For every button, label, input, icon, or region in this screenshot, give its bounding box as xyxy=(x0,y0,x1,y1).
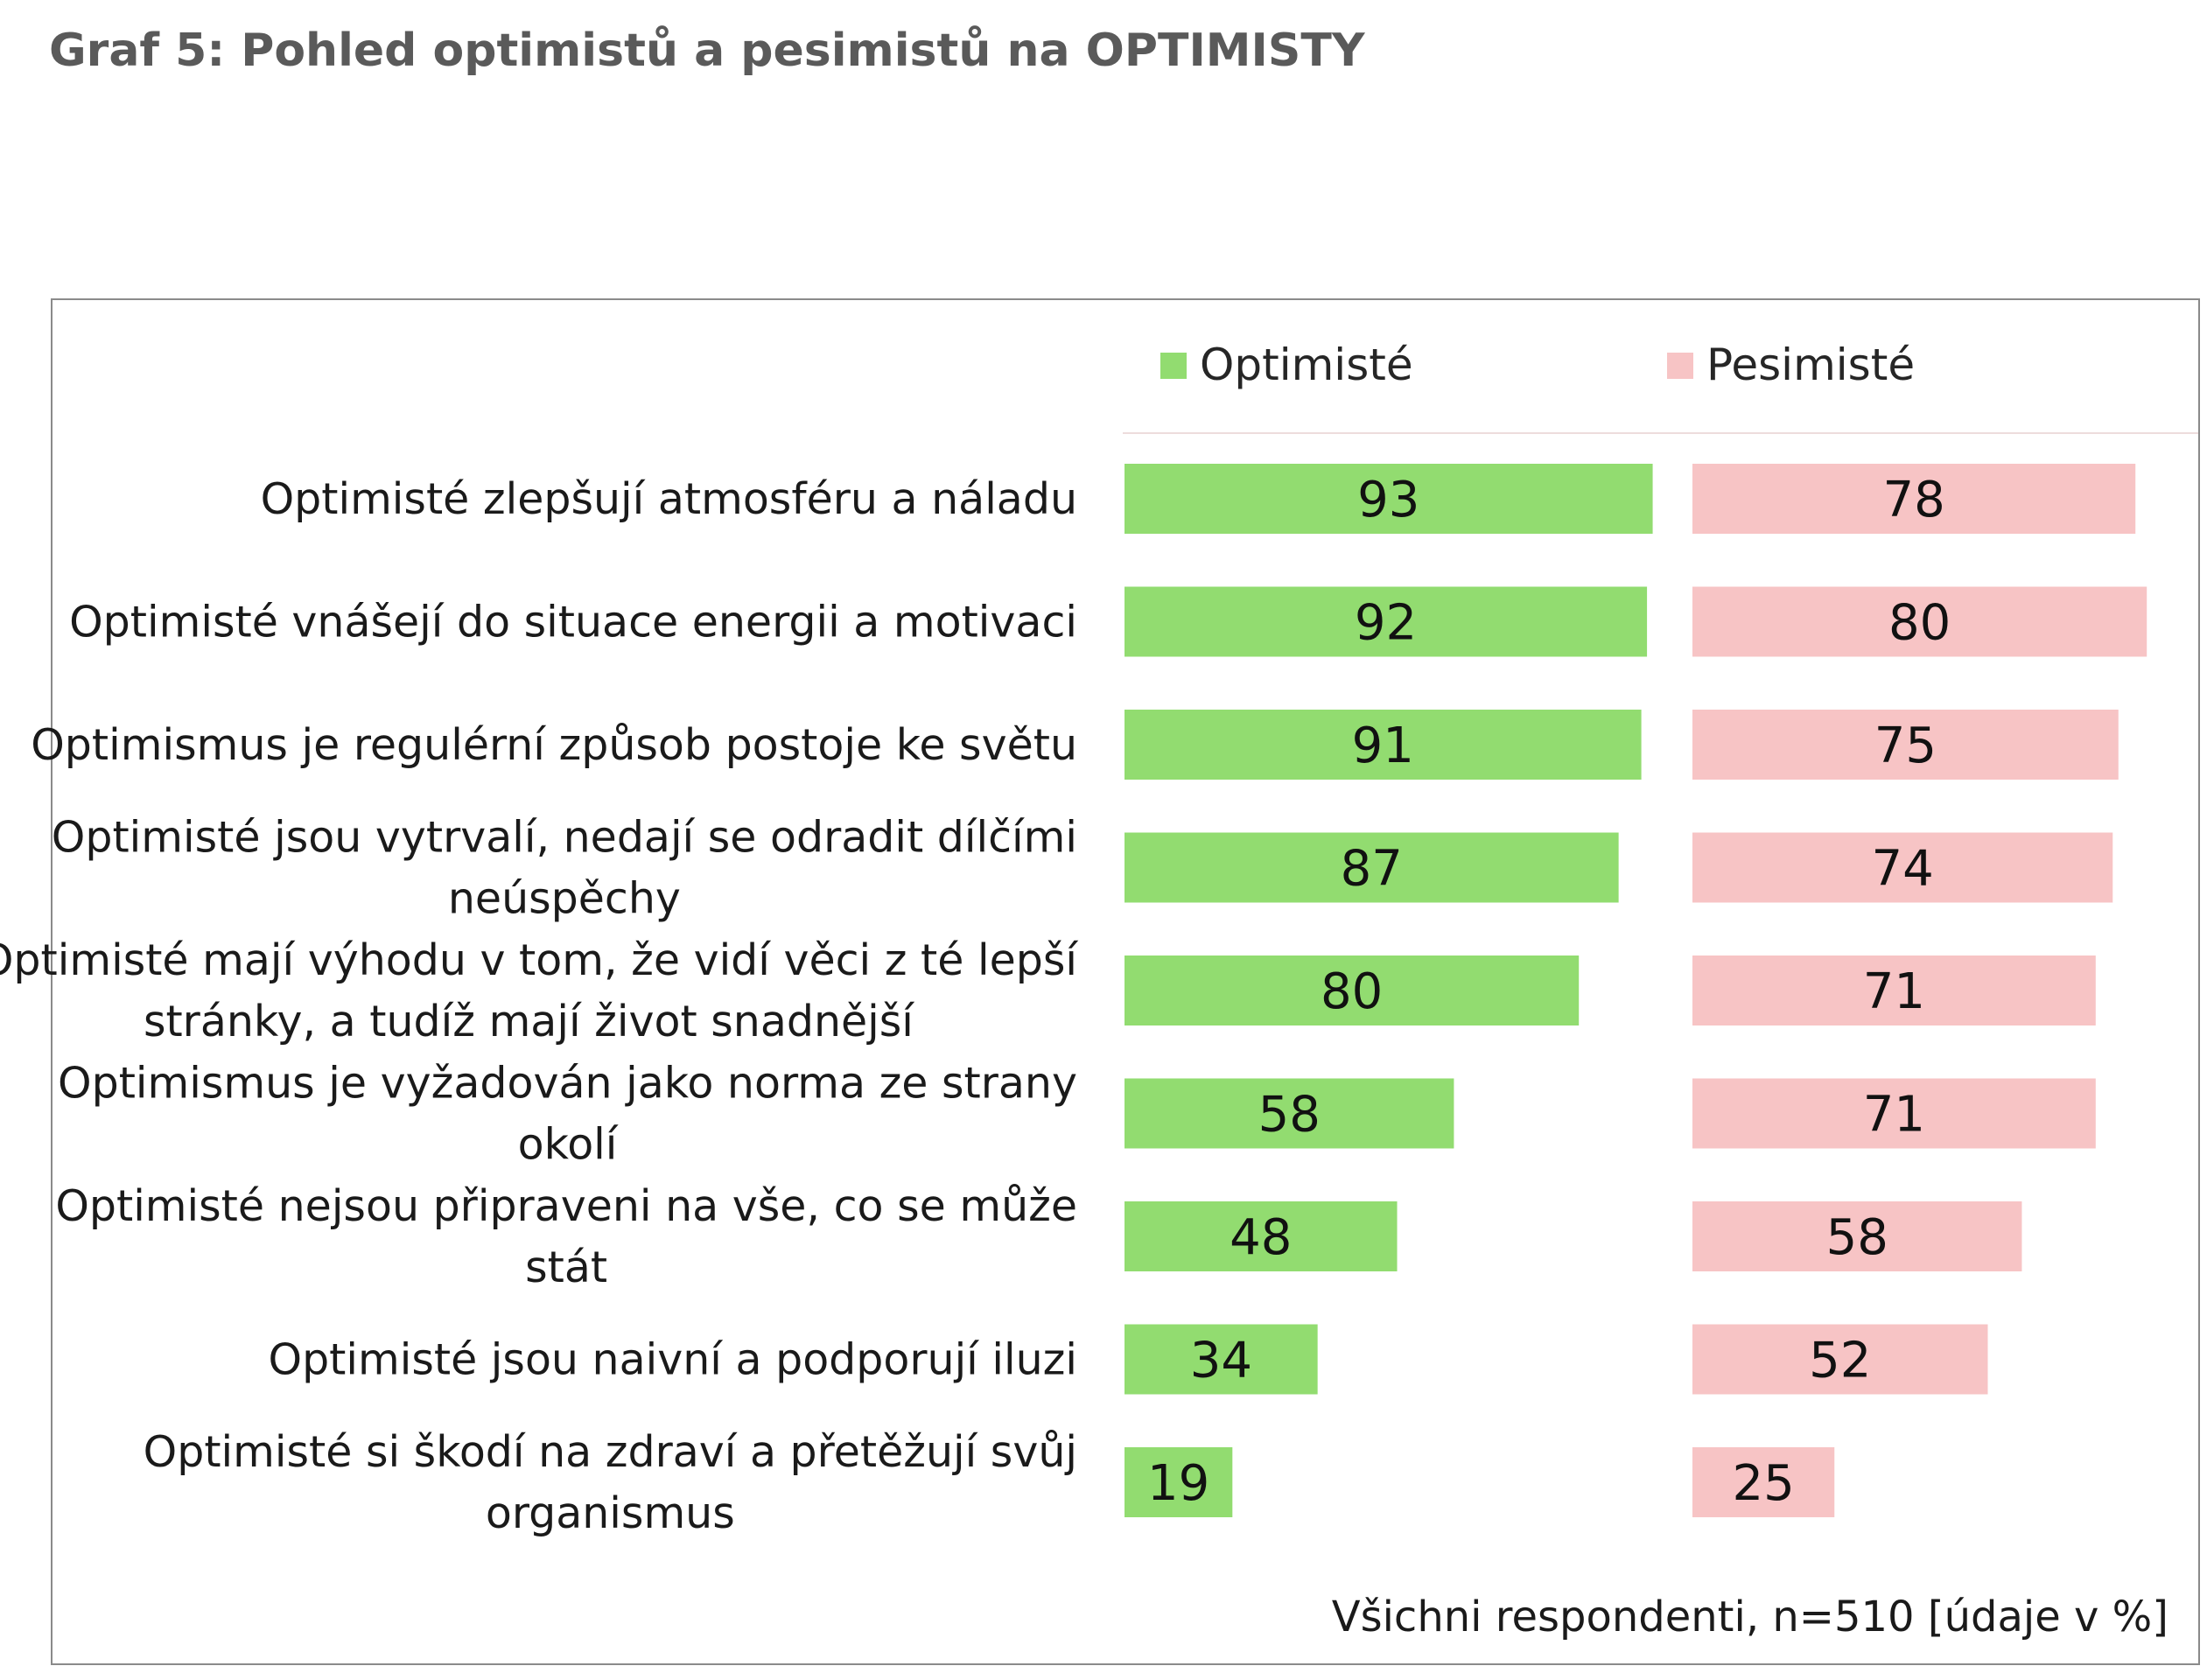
value-label-pessimists-2: 80 xyxy=(1888,595,1951,652)
category-label-line: Optimisté jsou naivní a podporují iluzi xyxy=(269,1335,1078,1385)
category-label-5: Optimisté mají výhodu v tom, že vidí věc… xyxy=(0,935,1078,1046)
legend-label-1: Optimisté xyxy=(1200,340,1413,390)
legend-swatch-1 xyxy=(1160,353,1187,379)
value-labels: 93 92 91 87 80 58 48 34 19 78 80 75 74 71 71 58 52 25 xyxy=(1147,472,1951,1512)
chart-note: Všichni respondenti, n=510 [údaje v %] xyxy=(1332,1592,2168,1642)
value-label-pessimists-7: 58 xyxy=(1826,1209,1888,1266)
category-label-line: Optimisté si škodí na zdraví a přetěžují… xyxy=(144,1427,1077,1477)
category-label-7: Optimisté nejsou připraveni na vše, co s… xyxy=(55,1181,1077,1292)
category-labels: Optimisté zlepšují atmosféru a náladu Opt… xyxy=(0,474,1078,1538)
category-label-line: Optimisté jsou vytrvalí, nedají se odrad… xyxy=(52,813,1077,863)
value-label-optimists-6: 58 xyxy=(1258,1087,1321,1144)
value-label-optimists-3: 91 xyxy=(1352,718,1414,774)
bar-optimists-2 xyxy=(1125,586,1648,657)
bar-pessimists-4 xyxy=(1692,832,2113,903)
value-label-pessimists-3: 75 xyxy=(1874,718,1937,774)
value-label-pessimists-5: 71 xyxy=(1863,963,1925,1020)
bar-optimists-7 xyxy=(1125,1201,1398,1271)
category-label-6: Optimismus je vyžadován jako norma ze st… xyxy=(58,1059,1077,1170)
value-label-pessimists-6: 71 xyxy=(1863,1087,1925,1144)
value-label-optimists-2: 92 xyxy=(1355,595,1417,652)
category-label-line: Optimismus je regulérní způsob postoje k… xyxy=(31,720,1077,770)
legend-label-2: Pesimisté xyxy=(1706,340,1915,390)
category-label-line: okolí xyxy=(518,1120,619,1170)
bar-pessimists-8 xyxy=(1692,1324,1988,1395)
category-label-line: Optimisté zlepšují atmosféru a náladu xyxy=(261,474,1077,524)
category-label-3: Optimismus je regulérní způsob postoje k… xyxy=(31,720,1077,770)
bar-optimists-8 xyxy=(1125,1324,1318,1395)
value-label-pessimists-4: 74 xyxy=(1871,841,1933,898)
legend: Optimisté Pesimisté xyxy=(1160,340,1915,390)
bar-optimists-3 xyxy=(1125,710,1642,780)
category-label-line: Optimisté mají výhodu v tom, že vidí věc… xyxy=(0,935,1078,985)
value-label-optimists-9: 19 xyxy=(1147,1455,1209,1512)
legend-swatch-2 xyxy=(1667,353,1693,379)
bar-optimists-9 xyxy=(1125,1447,1233,1517)
category-label-line: Optimismus je vyžadován jako norma ze st… xyxy=(58,1059,1077,1109)
value-label-pessimists-9: 25 xyxy=(1732,1455,1794,1512)
bar-optimists-5 xyxy=(1125,956,1580,1026)
category-label-line: stát xyxy=(525,1242,607,1292)
category-label-line: Optimisté vnášejí do situace energii a m… xyxy=(69,598,1077,648)
value-label-optimists-4: 87 xyxy=(1341,841,1403,898)
category-label-2: Optimisté vnášejí do situace energii a m… xyxy=(69,598,1077,648)
value-label-optimists-7: 48 xyxy=(1230,1209,1292,1266)
bar-optimists-4 xyxy=(1125,832,1619,903)
bar-pessimists-5 xyxy=(1692,956,2096,1026)
category-label-4: Optimisté jsou vytrvalí, nedají se odrad… xyxy=(52,813,1077,924)
bars xyxy=(1125,464,2147,1517)
bar-pessimists-3 xyxy=(1692,710,2119,780)
value-label-pessimists-8: 52 xyxy=(1809,1333,1871,1390)
value-label-optimists-8: 34 xyxy=(1190,1333,1252,1390)
bar-pessimists-1 xyxy=(1692,464,2136,534)
value-label-pessimists-1: 78 xyxy=(1882,472,1944,528)
bar-optimists-6 xyxy=(1125,1078,1454,1149)
category-label-1: Optimisté zlepšují atmosféru a náladu xyxy=(261,474,1077,524)
category-label-line: neúspěchy xyxy=(448,874,681,924)
bar-pessimists-7 xyxy=(1692,1201,2022,1271)
category-label-line: stránky, a tudíž mají život snadnější xyxy=(144,997,914,1046)
category-label-line: organismus xyxy=(486,1488,735,1538)
value-label-optimists-5: 80 xyxy=(1321,963,1383,1020)
category-label-8: Optimisté jsou naivní a podporují iluzi xyxy=(269,1335,1078,1385)
bar-pessimists-2 xyxy=(1692,586,2147,657)
value-label-optimists-1: 93 xyxy=(1357,472,1419,528)
bar-optimists-1 xyxy=(1125,464,1653,534)
category-label-line: Optimisté nejsou připraveni na vše, co s… xyxy=(55,1181,1077,1231)
bar-pessimists-6 xyxy=(1692,1078,2096,1149)
page-title: Graf 5: Pohled optimistů a pesimistů na … xyxy=(49,24,1365,77)
bar-pessimists-9 xyxy=(1692,1447,1835,1517)
category-label-9: Optimisté si škodí na zdraví a přetěžují… xyxy=(144,1427,1077,1538)
